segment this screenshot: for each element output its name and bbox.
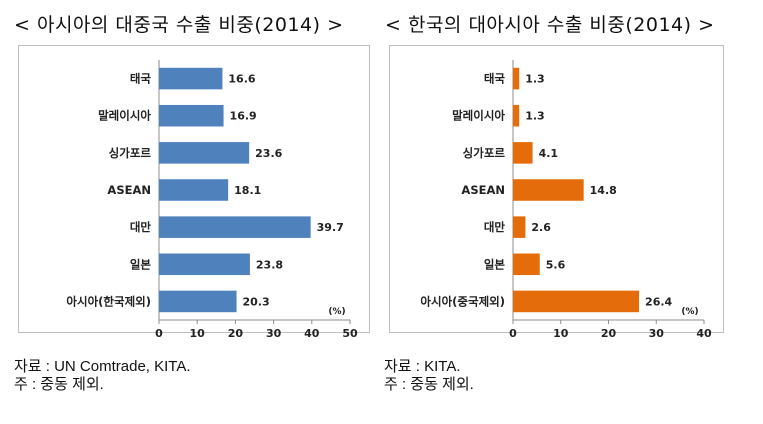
right-x-tick-label: 20 <box>601 327 617 340</box>
right-bar <box>513 67 520 90</box>
left-bar <box>159 216 311 238</box>
left-category-label: 대만 <box>130 220 152 234</box>
right-footnote: 주 : 중동 제외. <box>384 376 474 393</box>
left-bar <box>159 253 250 276</box>
left-x-tick-label: 50 <box>342 327 358 340</box>
right-value-label: 26.4 <box>645 295 672 308</box>
right-source-note: 자료 : KITA. <box>384 358 461 375</box>
left-category-label: 아시아(한국제외) <box>66 294 151 308</box>
right-category-label: 일본 <box>484 257 506 271</box>
left-source-note: 자료 : UN Comtrade, KITA. <box>14 358 191 375</box>
right-category-label: 대만 <box>484 220 506 234</box>
right-x-tick-label: 40 <box>696 327 712 340</box>
left-bar <box>159 290 237 313</box>
left-bar <box>159 104 224 127</box>
right-value-label: 2.6 <box>531 221 551 234</box>
left-value-label: 16.6 <box>228 73 255 86</box>
left-value-label: 20.3 <box>243 295 270 308</box>
left-category-label: 일본 <box>130 257 152 271</box>
left-value-label: 18.1 <box>234 184 261 197</box>
left-bar <box>159 67 223 90</box>
right-value-label: 14.8 <box>590 184 617 197</box>
right-chart-title: < 한국의 대아시아 수출 비중(2014) > <box>385 14 715 36</box>
right-value-label: 1.3 <box>525 110 545 123</box>
right-category-label: 말레이시아 <box>452 109 505 123</box>
left-footnote: 주 : 중동 제외. <box>14 376 104 393</box>
right-category-label: ASEAN <box>461 183 505 197</box>
left-bar <box>159 142 250 164</box>
right-bar <box>513 216 526 238</box>
right-category-label: 싱가포르 <box>463 146 506 160</box>
left-x-tick-label: 20 <box>228 327 244 340</box>
right-category-label: 태국 <box>484 72 506 86</box>
right-value-label: 5.6 <box>546 258 566 271</box>
left-chart-title: < 아시아의 대중국 수출 비중(2014) > <box>14 14 344 36</box>
right-value-label: 1.3 <box>525 73 545 86</box>
left-category-label: ASEAN <box>107 183 151 197</box>
right-bar <box>513 290 640 313</box>
right-bar <box>513 179 584 201</box>
left-value-label: 39.7 <box>317 221 344 234</box>
right-bar <box>513 253 540 276</box>
right-category-label: 아시아(중국제외) <box>420 294 505 308</box>
left-unit-label: (%) <box>328 307 345 317</box>
right-unit-label: (%) <box>681 307 698 317</box>
left-x-tick-label: 40 <box>304 327 320 340</box>
left-value-label: 23.6 <box>255 147 282 160</box>
left-value-label: 16.9 <box>230 110 257 123</box>
left-x-tick-label: 10 <box>190 327 206 340</box>
right-x-tick-label: 30 <box>649 327 665 340</box>
right-value-label: 4.1 <box>539 147 559 160</box>
right-bar <box>513 104 520 127</box>
left-x-tick-label: 0 <box>155 327 163 340</box>
left-category-label: 말레이시아 <box>98 109 151 123</box>
left-value-label: 23.8 <box>256 258 283 271</box>
left-x-tick-label: 30 <box>266 327 282 340</box>
right-bar <box>513 142 533 164</box>
left-category-label: 태국 <box>130 72 152 86</box>
left-category-label: 싱가포르 <box>109 146 152 160</box>
left-bar <box>159 179 229 201</box>
right-x-tick-label: 0 <box>509 327 517 340</box>
right-x-tick-label: 10 <box>553 327 569 340</box>
